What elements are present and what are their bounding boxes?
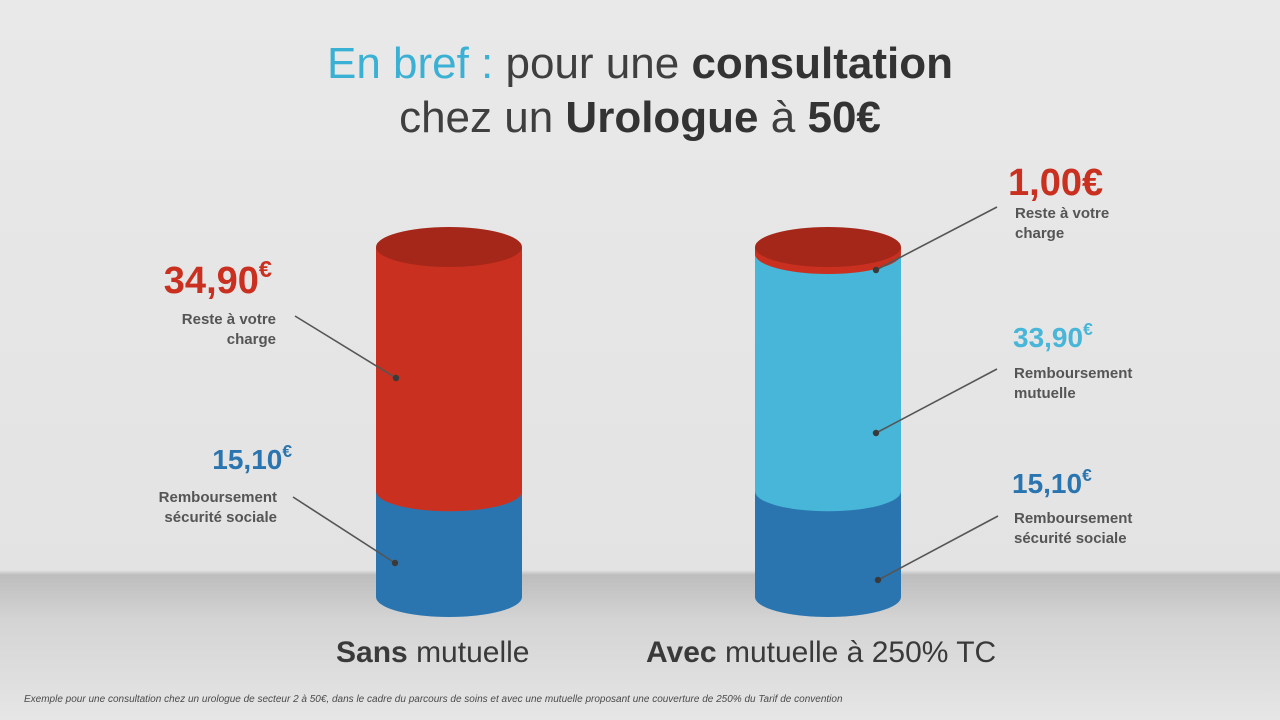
leader-line xyxy=(875,206,998,271)
leader-line xyxy=(877,515,999,581)
left-secu-label: Remboursement sécurité sociale xyxy=(158,489,277,526)
title-text: pour une xyxy=(505,39,680,88)
right-mutuelle-value: 33,90€ xyxy=(1013,319,1093,353)
bar-1-top-cap xyxy=(755,227,901,267)
bar-1-remboursement-s-curit-sociale xyxy=(755,491,901,617)
leader-line xyxy=(292,496,396,564)
right-secu-value: 15,10€ xyxy=(1012,465,1092,499)
title-bold: consultation xyxy=(691,39,954,88)
bar-1-remboursement-mutuelle xyxy=(755,254,901,512)
footnote: Exemple pour une consultation chez un ur… xyxy=(24,694,843,705)
leader-dot xyxy=(391,559,399,567)
title-text: à xyxy=(770,93,796,142)
left-reste-label: Reste à votre charge xyxy=(181,311,276,348)
right-reste-value: 1,00€ xyxy=(1008,162,1104,204)
left-secu-value: 15,10€ xyxy=(212,441,292,475)
bar-0-remboursement-s-curit-sociale xyxy=(376,491,522,617)
chart-title-line1: En bref : pour une consultation xyxy=(0,36,1280,92)
title-text: chez un xyxy=(399,93,554,142)
leader-dot xyxy=(874,576,882,584)
leader-dot xyxy=(392,374,400,382)
chart-title-line2: chez un Urologue à 50€ xyxy=(0,90,1280,146)
right-mutuelle-label: Remboursement mutuelle xyxy=(1014,365,1133,402)
title-bold: 50€ xyxy=(807,93,881,142)
bar-0-top-cap xyxy=(376,227,522,267)
right-reste-label: Reste à votre charge xyxy=(1015,205,1110,242)
category-label-right: Avec mutuelle à 250% TC xyxy=(646,636,997,669)
left-reste-value: 34,90€ xyxy=(163,256,272,302)
category-label-left: Sans mutuelle xyxy=(336,636,530,669)
leader-line xyxy=(875,368,998,434)
bar-0-reste-votre-charge xyxy=(376,247,522,512)
title-accent: En bref : xyxy=(326,39,494,88)
leader-dot xyxy=(872,429,880,437)
leader-dot xyxy=(872,266,880,274)
leader-line xyxy=(294,315,397,379)
title-bold: Urologue xyxy=(565,93,759,142)
right-secu-label: Remboursement sécurité sociale xyxy=(1014,510,1133,547)
